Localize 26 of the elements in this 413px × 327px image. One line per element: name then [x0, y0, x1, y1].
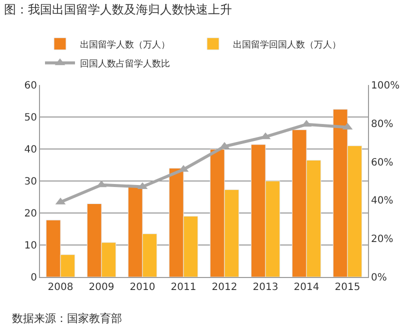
x-tick-label: 2015	[334, 282, 360, 293]
x-tick-label: 2008	[48, 282, 74, 293]
x-tick-label: 2012	[212, 282, 238, 293]
y-tick-label: 60	[24, 80, 37, 92]
y2-tick-label: 100%	[371, 80, 400, 92]
y-tick-label: 10	[24, 240, 37, 252]
legend-label: 出国留学回国人数（万人）	[233, 39, 341, 50]
y2-tick-label: 80%	[371, 118, 394, 130]
x-tick-label: 2010	[130, 282, 156, 293]
y2-tick-label: 40%	[371, 196, 394, 207]
y2-tick-label: 20%	[371, 234, 394, 246]
x-tick-label: 2013	[252, 282, 278, 293]
x-tick-label: 2009	[88, 282, 114, 293]
y2-tick-label: 60%	[371, 157, 394, 168]
y-tick-label: 0	[30, 272, 37, 284]
chart-title: 图：我国出国留学人数及海归人数快速上升	[4, 2, 232, 16]
y-tick-label: 20	[24, 208, 37, 220]
y-tick-label: 30	[24, 176, 37, 188]
legend-label: 出国留学人数（万人）	[80, 39, 170, 50]
y2-tick-label: 0%	[371, 272, 387, 284]
y-tick-label: 40	[24, 144, 37, 156]
x-tick-label: 2011	[170, 282, 196, 293]
x-tick-label: 2014	[294, 282, 320, 293]
y-tick-label: 50	[24, 112, 37, 124]
source-note: 数据来源：国家教育部	[12, 312, 122, 325]
legend-label: 回国人数占留学人数比	[80, 58, 170, 70]
